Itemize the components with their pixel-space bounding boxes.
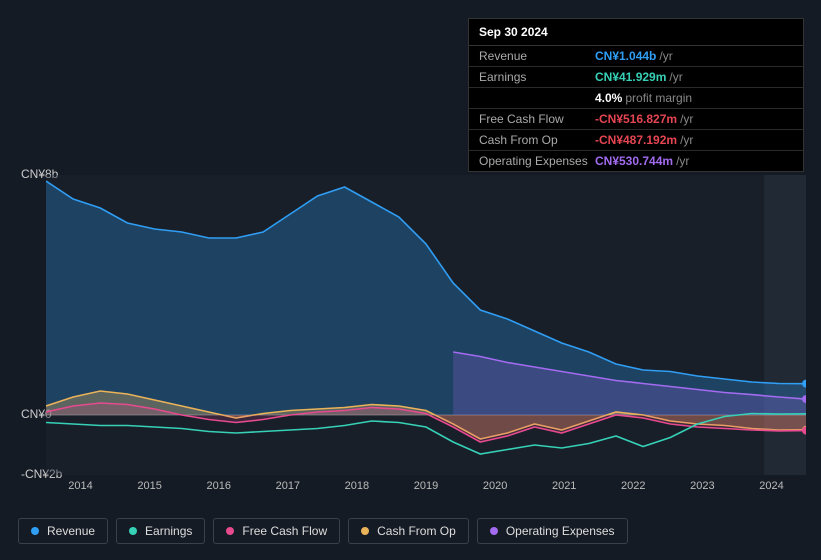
tooltip-row-value: CN¥1.044b	[595, 49, 656, 63]
tooltip-row-unit: /yr	[680, 112, 693, 126]
tooltip-row: RevenueCN¥1.044b/yr	[469, 46, 803, 67]
x-axis-tick: 2016	[184, 480, 253, 492]
x-axis-tick: 2017	[253, 480, 322, 492]
tooltip-row-label: Earnings	[479, 70, 595, 84]
tooltip-row: EarningsCN¥41.929m/yr	[469, 67, 803, 88]
tooltip-row-value: -CN¥487.192m	[595, 133, 677, 147]
legend-label: Revenue	[47, 524, 95, 538]
x-axis-tick: 2020	[461, 480, 530, 492]
legend-label: Operating Expenses	[506, 524, 615, 538]
x-axis-tick: 2021	[530, 480, 599, 492]
legend-label: Free Cash Flow	[242, 524, 327, 538]
x-axis-tick: 2022	[599, 480, 668, 492]
tooltip-row-label	[479, 91, 595, 105]
legend-dot-icon	[129, 527, 137, 535]
legend-item-revenue[interactable]: Revenue	[18, 518, 108, 544]
x-axis-tick: 2024	[737, 480, 806, 492]
legend-item-earnings[interactable]: Earnings	[116, 518, 205, 544]
tooltip-row-value: -CN¥516.827m	[595, 112, 677, 126]
x-axis-tick: 2023	[668, 480, 737, 492]
tooltip-row-label: Revenue	[479, 49, 595, 63]
legend-dot-icon	[490, 527, 498, 535]
tooltip-row-unit: profit margin	[625, 91, 692, 105]
legend-dot-icon	[361, 527, 369, 535]
tooltip-row-unit: /yr	[669, 70, 682, 84]
tooltip-row-label: Cash From Op	[479, 133, 595, 147]
tooltip-row-value: CN¥41.929m	[595, 70, 666, 84]
tooltip-title: Sep 30 2024	[469, 19, 803, 46]
tooltip-row-unit: /yr	[680, 133, 693, 147]
tooltip-row-label: Free Cash Flow	[479, 112, 595, 126]
x-axis: 2014201520162017201820192020202120222023…	[46, 480, 806, 492]
legend-label: Earnings	[145, 524, 192, 538]
legend-item-cfo[interactable]: Cash From Op	[348, 518, 469, 544]
tooltip-row: 4.0%profit margin	[469, 88, 803, 109]
chart-tooltip: Sep 30 2024 RevenueCN¥1.044b/yrEarningsC…	[468, 18, 804, 172]
legend: Revenue Earnings Free Cash Flow Cash From O…	[18, 518, 628, 544]
tooltip-row-unit: /yr	[659, 49, 672, 63]
tooltip-row-value: 4.0%	[595, 91, 622, 105]
legend-dot-icon	[31, 527, 39, 535]
chart-plot[interactable]	[46, 175, 806, 475]
x-axis-tick: 2019	[391, 480, 460, 492]
tooltip-row: Cash From Op-CN¥487.192m/yr	[469, 130, 803, 151]
legend-dot-icon	[226, 527, 234, 535]
legend-label: Cash From Op	[377, 524, 456, 538]
tooltip-row: Free Cash Flow-CN¥516.827m/yr	[469, 109, 803, 130]
chart-area: CN¥8bCN¥0-CN¥2b 201420152016201720182019…	[16, 155, 806, 500]
x-axis-tick: 2014	[46, 480, 115, 492]
x-axis-tick: 2015	[115, 480, 184, 492]
legend-item-fcf[interactable]: Free Cash Flow	[213, 518, 340, 544]
x-axis-tick: 2018	[322, 480, 391, 492]
legend-item-opex[interactable]: Operating Expenses	[477, 518, 628, 544]
